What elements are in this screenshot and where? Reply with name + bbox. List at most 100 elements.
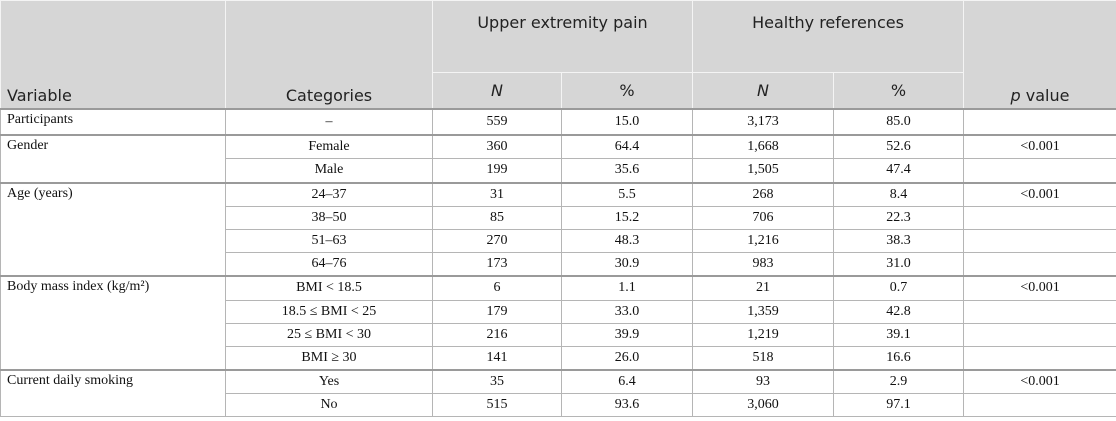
variable-cell: Body mass index (kg/m²) [0, 275, 226, 371]
p-value-cell [963, 299, 1116, 324]
table-row: Current daily smoking Yes 35 6.4 93 2.9 <0.001 [0, 369, 1116, 418]
value-cell: 16.6 [832, 345, 965, 371]
p-value-cell [963, 205, 1116, 230]
header-group: Upper extremity pain [432, 0, 693, 73]
value-cell: 0.7 [832, 275, 965, 301]
variable-cell: Participants [0, 107, 226, 136]
value-cell: 518 [692, 345, 834, 371]
table-body: Participants –559 15.0 3,173 85.0 Gender Femal… [0, 107, 1116, 418]
value-cell: 22.3 [832, 205, 965, 230]
value-cell: 3,173 [692, 107, 834, 136]
value-cell: 39.9 [561, 322, 693, 347]
value-cell: 199 [432, 158, 562, 184]
p-value-cell: <0.001 [963, 369, 1116, 395]
table-row: Body mass index (kg/m²) BMI < 18.5 6 1.1 21 0… [0, 275, 1116, 371]
p-value-cell: <0.001 [963, 181, 1116, 207]
value-cell: 5.5 [561, 181, 693, 207]
p-value-cell [963, 107, 1116, 136]
value-cell: 85.0 [832, 107, 965, 136]
value-cell: 8.4 [832, 181, 965, 207]
value-cell: 33.0 [561, 299, 693, 324]
value-cell: 48.3 [561, 228, 693, 254]
category-cell: BMI < 18.5 [225, 275, 433, 301]
table-row: 25 ≤ BMI < 30 216 39.9 1,219 39.1 [1, 322, 1116, 347]
value-cell: 6 [432, 275, 562, 301]
table-row: 18.5 ≤ BMI < 25 179 33.0 1,359 42.8 [1, 299, 1116, 324]
value-cell: 35 [432, 369, 562, 395]
category-cell: 51–63 [225, 228, 433, 254]
header-cell: Categories [225, 0, 433, 110]
table-row: Participants –559 15.0 3,173 85.0 [0, 107, 1116, 136]
subheader-cell: N [692, 72, 834, 110]
value-cell: 31.0 [832, 252, 965, 277]
subheader-cell: % [561, 72, 693, 110]
value-cell: 85 [432, 205, 562, 230]
value-cell: 360 [432, 134, 562, 160]
value-cell: 1.1 [561, 275, 693, 301]
category-cell: 64–76 [225, 252, 433, 277]
value-cell: 35.6 [561, 158, 693, 184]
table-row: 38–50 85 15.2 706 22.3 [1, 205, 1116, 230]
variable-cell: Current daily smoking [0, 369, 226, 418]
p-value-cell [963, 345, 1116, 371]
value-cell: 38.3 [832, 228, 965, 254]
p-value-cell [963, 322, 1116, 347]
value-cell: 39.1 [832, 322, 965, 347]
value-cell: 1,668 [692, 134, 834, 160]
value-cell: 15.2 [561, 205, 693, 230]
table-header: Variable Categories Upper extremity pain… [0, 0, 1116, 110]
category-cell: 25 ≤ BMI < 30 [225, 322, 433, 347]
value-cell: 3,060 [692, 393, 834, 418]
variable-cell: Gender [0, 134, 226, 184]
value-cell: 64.4 [561, 134, 693, 160]
value-cell: 983 [692, 252, 834, 277]
value-cell: 31 [432, 181, 562, 207]
category-cell: Male [225, 158, 433, 184]
value-cell: 52.6 [832, 134, 965, 160]
subheader-cell: % [832, 72, 965, 110]
value-cell: 268 [692, 181, 834, 207]
category-cell: Female [225, 134, 433, 160]
value-cell: 6.4 [561, 369, 693, 395]
value-cell: 93.6 [561, 393, 693, 418]
p-value-cell [963, 228, 1116, 254]
p-symbol: p [1010, 86, 1021, 105]
table-row: BMI ≥ 30 141 26.0 518 16.6 [1, 345, 1116, 371]
header-cell: p value [963, 0, 1116, 110]
category-cell: 18.5 ≤ BMI < 25 [225, 299, 433, 324]
value-cell: 2.9 [832, 369, 965, 395]
p-value-cell: <0.001 [963, 275, 1116, 301]
value-cell: 1,359 [692, 299, 834, 324]
value-cell: 15.0 [561, 107, 693, 136]
variable-cell: Age (years) [0, 181, 226, 277]
table-row: Age (years) 24–37 31 5.5 268 8.4 <0.001 [0, 181, 1116, 277]
category-cell: No [225, 393, 433, 418]
category-cell: 38–50 [225, 205, 433, 230]
value-cell: 26.0 [561, 345, 693, 371]
category-cell: 24–37 [225, 181, 433, 207]
category-cell: – [225, 107, 433, 136]
p-value-cell [963, 158, 1116, 184]
value-cell: 97.1 [832, 393, 965, 418]
value-cell: 1,216 [692, 228, 834, 254]
table-row: 64–76 173 30.9 983 31.0 [1, 252, 1116, 277]
value-cell: 1,219 [692, 322, 834, 347]
header-group: Healthy references [691, 0, 965, 73]
p-value-cell: <0.001 [963, 134, 1116, 160]
table-row: No 515 93.6 3,060 97.1 [1, 393, 1116, 418]
value-cell: 42.8 [832, 299, 965, 324]
value-cell: 270 [432, 228, 562, 254]
value-cell: 93 [692, 369, 834, 395]
value-cell: 47.4 [832, 158, 965, 184]
subheader-cell: N [432, 72, 562, 110]
value-cell: 21 [692, 275, 834, 301]
value-cell: 141 [432, 345, 562, 371]
value-cell: 1,505 [692, 158, 834, 184]
table-row: Gender Female 360 64.4 1,668 52.6 <0.001 [0, 134, 1116, 184]
value-cell: 515 [432, 393, 562, 418]
table-row: Male 199 35.6 1,505 47.4 [1, 158, 1116, 184]
value-cell: 173 [432, 252, 562, 277]
p-value-cell [963, 252, 1116, 277]
